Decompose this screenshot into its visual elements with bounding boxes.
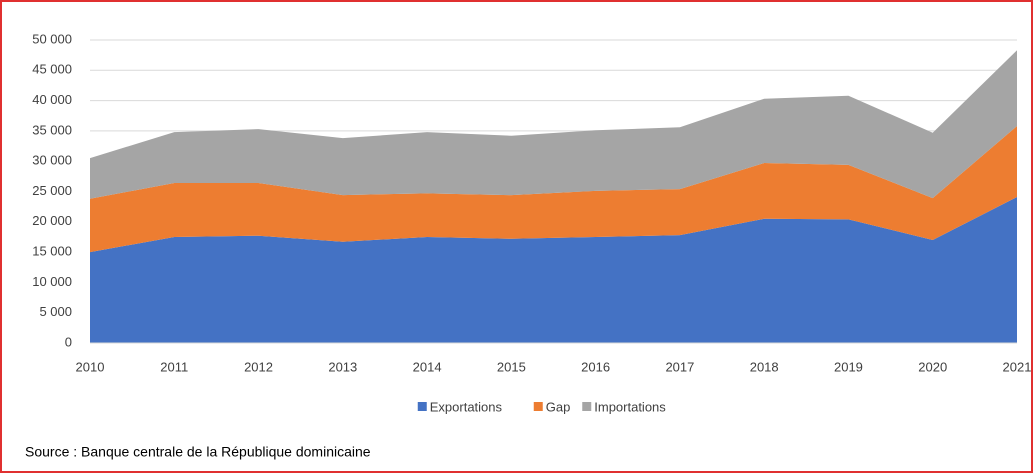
area xyxy=(90,50,1017,199)
y-tick-label: 30 000 xyxy=(32,153,72,168)
y-tick-label: 40 000 xyxy=(32,92,72,107)
legend-label: Exportations xyxy=(430,399,503,414)
y-tick-label: 20 000 xyxy=(32,213,72,228)
x-tick-label: 2017 xyxy=(665,359,694,374)
legend-label: Gap xyxy=(546,399,571,414)
x-tick-label: 2015 xyxy=(497,359,526,374)
legend-swatch xyxy=(417,402,427,411)
y-tick-label: 10 000 xyxy=(32,274,72,289)
area xyxy=(90,196,1017,343)
legend-swatch xyxy=(533,402,543,411)
x-tick-label: 2020 xyxy=(918,359,947,374)
y-tick-label: 15 000 xyxy=(32,244,72,259)
y-tick-label: 25 000 xyxy=(32,183,72,198)
y-tick-label: 35 000 xyxy=(32,122,72,137)
y-tick-label: 50 000 xyxy=(32,31,72,46)
x-tick-label: 2018 xyxy=(750,359,779,374)
x-tick-label: 2014 xyxy=(413,359,442,374)
x-tick-label: 2013 xyxy=(328,359,357,374)
x-tick-label: 2019 xyxy=(834,359,863,374)
y-tick-label: 0 xyxy=(65,334,72,349)
legend-label: Importations xyxy=(594,399,666,414)
y-tick-label: 5 000 xyxy=(39,304,72,319)
x-tick-label: 2011 xyxy=(160,359,188,374)
x-tick-label: 2016 xyxy=(581,359,610,374)
source-note: Source : Banque centrale de la Républiqu… xyxy=(25,444,371,460)
area xyxy=(90,126,1017,253)
x-tick-label: 2010 xyxy=(76,359,105,374)
y-tick-label: 45 000 xyxy=(32,62,72,77)
x-tick-label: 2021 xyxy=(1003,359,1032,374)
x-tick-label: 2012 xyxy=(244,359,273,374)
legend-swatch xyxy=(582,402,592,411)
